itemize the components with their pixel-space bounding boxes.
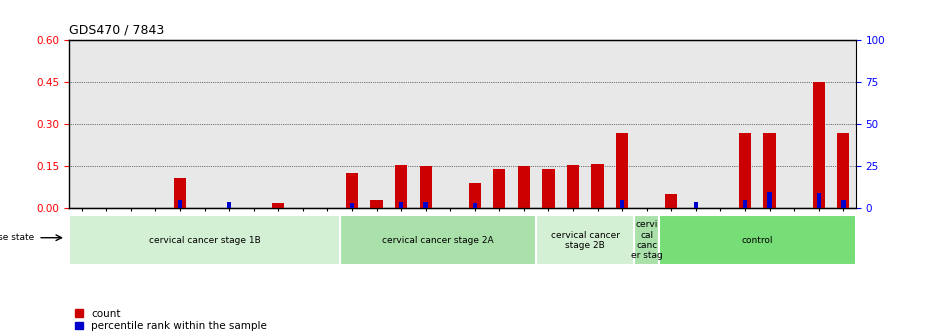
Bar [542, 169, 555, 208]
Bar [837, 133, 849, 208]
Bar [143, 40, 167, 208]
Bar [216, 40, 241, 208]
Bar [420, 166, 432, 208]
Bar [620, 200, 624, 208]
Bar [635, 215, 659, 265]
Bar [659, 215, 856, 265]
Bar [567, 165, 579, 208]
Bar [315, 40, 339, 208]
Bar [591, 164, 604, 208]
Bar [462, 40, 487, 208]
Bar [768, 192, 771, 208]
Bar [763, 133, 776, 208]
Bar [395, 165, 407, 208]
Bar [241, 40, 265, 208]
Bar [290, 40, 315, 208]
Text: GDS470 / 7843: GDS470 / 7843 [69, 23, 165, 36]
Bar [388, 40, 413, 208]
Bar [536, 40, 561, 208]
Bar [438, 40, 462, 208]
Bar [364, 40, 388, 208]
Bar [831, 40, 856, 208]
Bar [739, 133, 751, 208]
Bar [659, 40, 684, 208]
Text: cervical cancer stage 1B: cervical cancer stage 1B [149, 236, 260, 245]
Bar [586, 40, 610, 208]
Bar [346, 173, 358, 208]
Bar [493, 169, 505, 208]
Bar [178, 200, 182, 208]
Bar [561, 40, 586, 208]
Bar [512, 40, 536, 208]
Bar [94, 40, 118, 208]
Bar [813, 82, 825, 208]
Bar [841, 200, 845, 208]
Bar [118, 40, 143, 208]
Bar [635, 40, 659, 208]
Bar [782, 40, 807, 208]
Bar [473, 203, 477, 208]
Bar [817, 193, 821, 208]
Bar [339, 215, 536, 265]
Bar [413, 40, 438, 208]
Bar [424, 202, 428, 208]
Bar [69, 40, 94, 208]
Bar [192, 40, 216, 208]
Bar [758, 40, 782, 208]
Bar [616, 133, 628, 208]
Bar [518, 166, 530, 208]
Bar [339, 40, 364, 208]
Bar [469, 183, 481, 208]
Text: control: control [742, 236, 773, 245]
Text: disease state: disease state [0, 233, 35, 242]
Bar [665, 194, 677, 208]
Bar [167, 40, 192, 208]
Bar [743, 200, 747, 208]
Bar [709, 40, 733, 208]
Bar [807, 40, 831, 208]
Bar [536, 215, 635, 265]
Bar [69, 215, 339, 265]
Bar [487, 40, 512, 208]
Text: cervical cancer stage 2A: cervical cancer stage 2A [382, 236, 494, 245]
Text: cervical cancer
stage 2B: cervical cancer stage 2B [551, 230, 620, 250]
Bar [227, 202, 231, 208]
Bar [399, 202, 403, 208]
Bar [694, 202, 698, 208]
Bar [684, 40, 709, 208]
Text: cervi
cal
canc
er stag: cervi cal canc er stag [631, 220, 662, 260]
Bar [370, 200, 383, 208]
Legend: count, percentile rank within the sample: count, percentile rank within the sample [75, 309, 267, 331]
Bar [272, 203, 284, 208]
Bar [350, 203, 354, 208]
Bar [174, 177, 186, 208]
Bar [266, 40, 290, 208]
Bar [610, 40, 635, 208]
Bar [733, 40, 758, 208]
